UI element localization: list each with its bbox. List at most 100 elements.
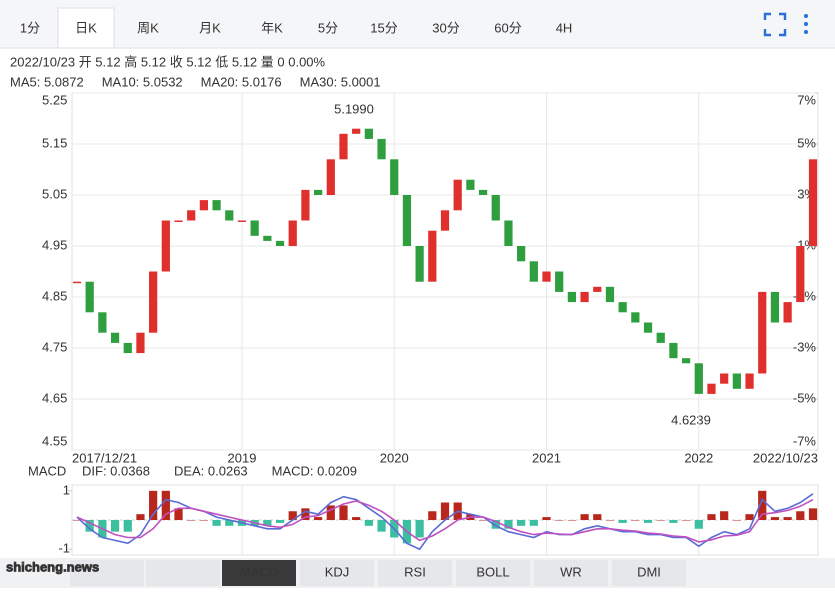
fullscreen-icon[interactable] (763, 12, 787, 37)
candle (567, 291, 577, 303)
tab[interactable] (378, 560, 452, 586)
candle (199, 200, 209, 211)
candle (808, 159, 818, 246)
candle (263, 235, 272, 241)
candle (656, 332, 665, 343)
macd-tick-label: 1 (63, 482, 70, 497)
macd-bar (796, 511, 805, 520)
candle (212, 200, 221, 211)
macd-bar (745, 514, 754, 520)
tab-selected[interactable] (57, 7, 115, 49)
tab-selected[interactable] (222, 560, 296, 586)
candle (428, 230, 437, 282)
macd-bar (529, 520, 538, 526)
macd-bar (758, 490, 767, 520)
tab-label[interactable]: 1分 (20, 20, 40, 35)
macd-bar (567, 520, 577, 521)
tab[interactable] (300, 560, 374, 586)
tab-label[interactable]: MACD (240, 564, 278, 579)
macd-bar (72, 520, 82, 521)
candle (453, 179, 462, 211)
tab-label[interactable]: 4H (556, 20, 573, 35)
y-tick-label: 4.65 (42, 390, 67, 405)
macd-bar (136, 514, 145, 520)
tab-label[interactable]: 15分 (370, 20, 397, 35)
candle (326, 159, 335, 195)
macd-legend: DIF: 0.0368 (82, 463, 150, 478)
y-tick-label: 5.05 (42, 186, 67, 201)
y2-tick-label: -3% (793, 339, 817, 354)
candle (174, 220, 183, 222)
macd-bar (517, 520, 526, 526)
macd-bar (199, 520, 209, 521)
y-tick-label: 4.55 (42, 433, 67, 448)
candle (796, 246, 805, 303)
tab[interactable] (456, 560, 530, 586)
low-annotation: 4.6239 (671, 412, 711, 427)
candle (237, 220, 247, 222)
y-tick-label: 4.75 (42, 339, 67, 354)
candle (390, 159, 399, 195)
macd-bar (643, 520, 653, 523)
candle (110, 332, 120, 343)
macd-title: MACD (28, 463, 66, 478)
tab-label[interactable]: 60分 (494, 20, 521, 35)
tab[interactable] (146, 560, 220, 586)
candle (720, 373, 729, 384)
macd-bar (225, 520, 234, 526)
macd-bar (681, 520, 691, 521)
x-tick-label: 2019 (228, 450, 257, 465)
tab-label[interactable]: RSI (404, 564, 426, 579)
tab-label[interactable]: BOLL (476, 564, 509, 579)
tab-label[interactable]: WR (560, 564, 582, 579)
y-tick-label: 5.15 (42, 135, 67, 150)
macd-bar (770, 517, 780, 520)
macd-bar (415, 520, 424, 538)
macd-bar (808, 508, 818, 520)
candle (745, 373, 754, 389)
candle (98, 312, 107, 333)
candle (580, 291, 589, 303)
candle (618, 302, 627, 313)
macd-bar (339, 505, 348, 520)
macd-bar (288, 511, 297, 520)
tab-label[interactable]: DMI (637, 564, 661, 579)
macd-bar (631, 520, 640, 521)
ma-legend: MA10: 5.0532 (102, 74, 183, 89)
macd-line (76, 498, 814, 543)
tab-label[interactable]: 5分 (318, 20, 338, 35)
tab-label[interactable]: 30分 (432, 20, 459, 35)
macd-bar (364, 520, 373, 526)
macd-bar (555, 520, 564, 521)
macd-bar (110, 520, 120, 532)
candle (770, 291, 780, 323)
tab-label[interactable]: 月K (199, 20, 221, 35)
candle (542, 271, 551, 282)
watermark: shicheng.news (6, 559, 99, 574)
candle (123, 342, 132, 354)
tab-label[interactable]: 年K (261, 20, 283, 35)
y-tick-label: 4.85 (42, 288, 67, 303)
candle (250, 220, 259, 236)
high-annotation: 5.1990 (334, 101, 374, 116)
tab[interactable] (534, 560, 608, 586)
macd-bar (504, 520, 513, 529)
candle (136, 332, 145, 354)
candle (783, 302, 792, 323)
macd-bar (707, 514, 716, 520)
tab-label[interactable]: 日K (75, 20, 97, 35)
x-tick-label: 2022/10/23 (753, 450, 818, 465)
macd-bar (212, 520, 221, 526)
tab[interactable] (70, 560, 144, 586)
tab-label[interactable]: 周K (137, 20, 159, 35)
macd-bar (618, 520, 627, 523)
tab[interactable] (612, 560, 686, 586)
candle (301, 189, 310, 221)
tab-label[interactable]: KDJ (325, 564, 350, 579)
macd-bar (275, 520, 285, 523)
macd-bar (377, 520, 386, 532)
x-tick-label: 2022 (684, 450, 713, 465)
info-line: 2022/10/23 开 5.12 高 5.12 收 5.12 低 5.12 量… (10, 54, 326, 69)
more-icon[interactable] (804, 14, 808, 34)
candle (275, 240, 285, 246)
